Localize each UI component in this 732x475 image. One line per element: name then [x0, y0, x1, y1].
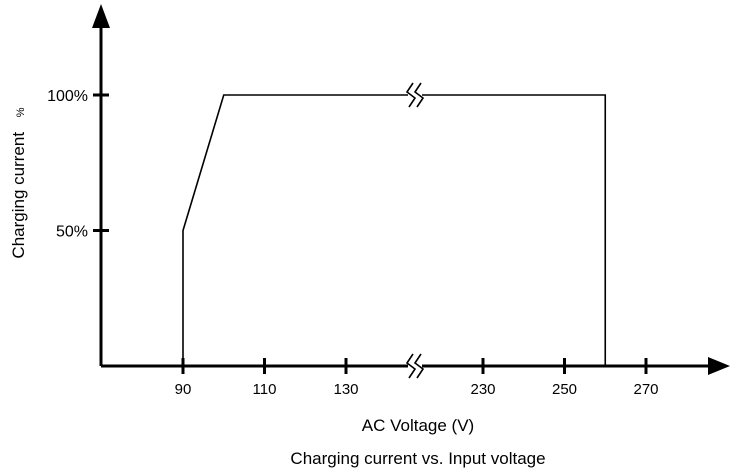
series-line-0	[182, 94, 607, 366]
x-tick-label-130: 130	[333, 381, 358, 398]
x-tick-label-110: 110	[253, 381, 277, 398]
x-tick-label-230: 230	[470, 381, 495, 398]
x-tick-label-90: 90	[175, 381, 192, 398]
chart-caption: Charging current vs. Input voltage	[290, 449, 545, 468]
axis-breaks	[405, 82, 425, 379]
x-tick-label-250: 250	[552, 381, 577, 398]
x-axis-title: AC Voltage (V)	[362, 416, 474, 435]
x-tick-label-270: 270	[633, 381, 658, 398]
x-axis-break-marker	[405, 353, 425, 379]
y-axis-title-text: Charging current	[9, 132, 28, 259]
y-tick-label-50: 50%	[56, 224, 88, 241]
series-break-marker	[405, 82, 425, 108]
y-axis-title-unit: %	[15, 107, 27, 117]
y-axis-title: Charging current %	[9, 107, 28, 258]
x-axis-arrow	[708, 357, 730, 375]
y-axis-arrow	[92, 4, 110, 28]
axes	[92, 4, 730, 375]
y-tick-label-100: 100%	[47, 88, 88, 105]
series-layer	[182, 94, 607, 366]
y-ticks: 50% 100%	[47, 88, 109, 241]
x-ticks: 90 110 130 230 250 270	[175, 358, 659, 398]
